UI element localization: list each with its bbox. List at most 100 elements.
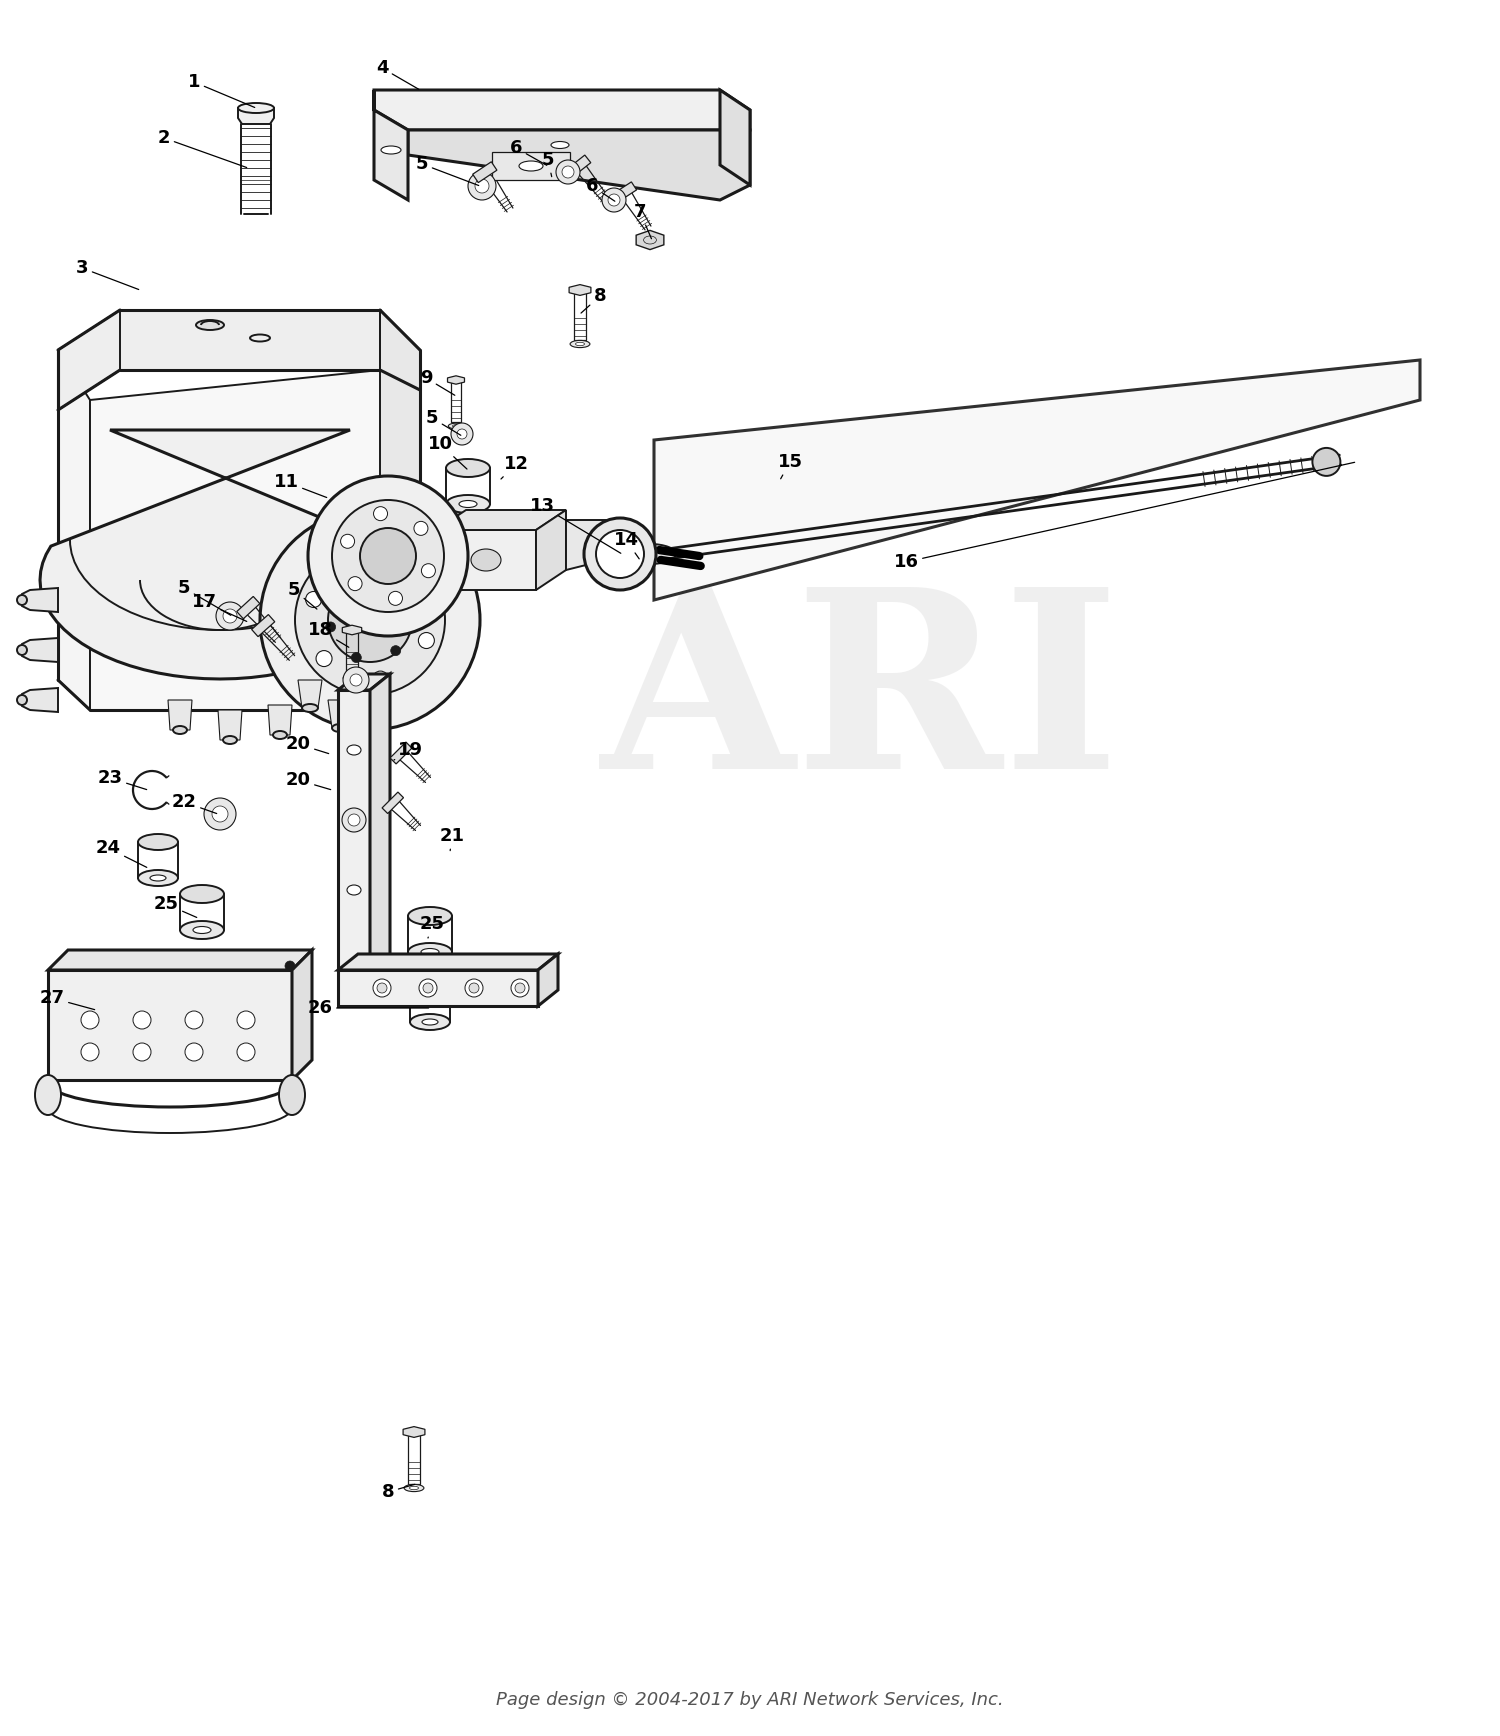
Circle shape xyxy=(184,1043,202,1061)
Ellipse shape xyxy=(408,943,452,962)
Text: Page design © 2004-2017 by ARI Network Services, Inc.: Page design © 2004-2017 by ARI Network S… xyxy=(496,1691,1004,1708)
Circle shape xyxy=(216,602,244,630)
Polygon shape xyxy=(22,687,58,712)
Circle shape xyxy=(339,585,350,594)
Circle shape xyxy=(316,651,332,667)
Ellipse shape xyxy=(550,142,568,149)
Circle shape xyxy=(423,983,433,993)
Polygon shape xyxy=(538,955,558,1005)
Circle shape xyxy=(458,429,466,439)
Ellipse shape xyxy=(346,814,362,825)
Ellipse shape xyxy=(332,724,348,733)
Circle shape xyxy=(342,807,366,832)
Ellipse shape xyxy=(453,425,459,427)
Ellipse shape xyxy=(459,500,477,507)
Text: 5: 5 xyxy=(416,155,478,186)
Text: 11: 11 xyxy=(273,472,327,498)
Ellipse shape xyxy=(194,927,211,934)
Circle shape xyxy=(134,1043,152,1061)
Polygon shape xyxy=(390,741,412,764)
Ellipse shape xyxy=(348,677,355,679)
Polygon shape xyxy=(268,705,292,734)
Circle shape xyxy=(419,632,435,649)
Polygon shape xyxy=(636,231,664,250)
Polygon shape xyxy=(48,970,292,1080)
Circle shape xyxy=(351,552,368,569)
Circle shape xyxy=(360,528,416,583)
Circle shape xyxy=(452,424,472,444)
Ellipse shape xyxy=(34,1075,62,1115)
Polygon shape xyxy=(374,90,408,200)
Polygon shape xyxy=(58,351,90,710)
Ellipse shape xyxy=(471,549,501,571)
Circle shape xyxy=(408,573,424,590)
Ellipse shape xyxy=(172,726,188,734)
Circle shape xyxy=(512,979,530,996)
Text: 20: 20 xyxy=(285,771,330,790)
Circle shape xyxy=(608,194,619,207)
Text: 26: 26 xyxy=(308,998,429,1017)
Ellipse shape xyxy=(594,543,646,564)
Ellipse shape xyxy=(624,543,676,564)
Text: 27: 27 xyxy=(39,990,94,1010)
Text: 21: 21 xyxy=(440,826,465,851)
Circle shape xyxy=(372,672,388,687)
Ellipse shape xyxy=(468,542,476,557)
Circle shape xyxy=(350,674,361,686)
Ellipse shape xyxy=(138,870,178,885)
Polygon shape xyxy=(338,970,538,1005)
Polygon shape xyxy=(374,90,750,130)
Text: 12: 12 xyxy=(501,455,528,479)
Circle shape xyxy=(204,799,236,830)
Circle shape xyxy=(602,187,625,212)
Circle shape xyxy=(328,578,412,661)
Polygon shape xyxy=(536,510,566,590)
Circle shape xyxy=(1312,448,1341,476)
Text: 19: 19 xyxy=(394,741,423,760)
Circle shape xyxy=(419,979,436,996)
Polygon shape xyxy=(252,615,274,637)
Circle shape xyxy=(388,592,402,606)
Ellipse shape xyxy=(279,1075,304,1115)
Text: 14: 14 xyxy=(614,531,639,559)
Circle shape xyxy=(374,979,392,996)
Circle shape xyxy=(465,979,483,996)
Ellipse shape xyxy=(381,146,400,155)
Polygon shape xyxy=(58,311,420,410)
Circle shape xyxy=(514,983,525,993)
Ellipse shape xyxy=(16,694,27,705)
Circle shape xyxy=(596,529,644,578)
Ellipse shape xyxy=(410,1014,450,1029)
Polygon shape xyxy=(237,597,260,618)
Circle shape xyxy=(376,983,387,993)
Text: 2: 2 xyxy=(158,128,246,168)
Circle shape xyxy=(332,500,444,613)
Polygon shape xyxy=(338,689,370,970)
Polygon shape xyxy=(217,710,242,740)
Text: 15: 15 xyxy=(777,453,802,479)
Polygon shape xyxy=(566,521,606,569)
Ellipse shape xyxy=(410,983,450,998)
Text: 5: 5 xyxy=(177,580,231,615)
Ellipse shape xyxy=(224,736,237,745)
Ellipse shape xyxy=(570,340,590,347)
Ellipse shape xyxy=(196,319,223,330)
Text: 24: 24 xyxy=(96,838,147,868)
Circle shape xyxy=(470,983,478,993)
Polygon shape xyxy=(472,161,496,182)
Circle shape xyxy=(296,545,446,694)
Circle shape xyxy=(237,1043,255,1061)
Text: 8: 8 xyxy=(381,1483,414,1502)
Polygon shape xyxy=(370,674,390,970)
Circle shape xyxy=(348,576,361,590)
Circle shape xyxy=(134,1010,152,1029)
Circle shape xyxy=(81,1043,99,1061)
Polygon shape xyxy=(342,625,362,635)
Circle shape xyxy=(584,517,656,590)
Text: 18: 18 xyxy=(308,621,350,648)
Text: ARI: ARI xyxy=(600,580,1119,821)
Polygon shape xyxy=(22,589,58,613)
Circle shape xyxy=(308,476,468,635)
Polygon shape xyxy=(338,674,390,689)
Text: 5: 5 xyxy=(542,151,555,177)
